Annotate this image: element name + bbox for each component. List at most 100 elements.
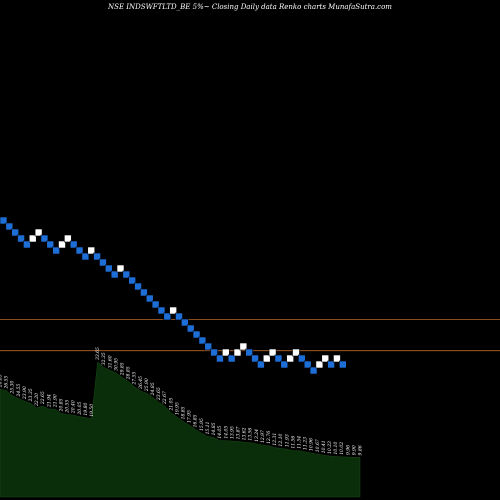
renko-brick-down xyxy=(40,234,49,243)
renko-brick-down xyxy=(99,258,107,267)
volume-label: 15.11 xyxy=(205,421,211,434)
renko-brick-up xyxy=(239,342,248,351)
renko-brick-down xyxy=(181,318,189,327)
renko-bricks xyxy=(0,216,347,375)
volume-label: 26.85 xyxy=(0,374,4,388)
renko-brick-up xyxy=(262,354,271,363)
volume-label: 18.85 xyxy=(181,406,187,419)
volume-label: 10.02 xyxy=(339,442,345,455)
volume-label: 13.87 xyxy=(235,426,241,439)
volume-label: 20.05 xyxy=(77,402,83,416)
renko-brick-up xyxy=(58,240,66,249)
renko-brick-down xyxy=(298,354,306,363)
renko-brick-down xyxy=(327,360,335,369)
volume-label: 12.97 xyxy=(260,430,266,443)
volume-label: 26.45 xyxy=(138,376,144,390)
volume-labels: 26.85 26.55 25.30 24.55 23.90 23.35 22.20 22.65… xyxy=(0,347,364,455)
renko-brick-up xyxy=(286,354,294,363)
renko-brick-down xyxy=(198,336,207,345)
volume-label: 23.35 xyxy=(28,388,34,402)
volume-label: 27.55 xyxy=(132,371,138,385)
volume-label: 14.05 xyxy=(223,426,229,439)
volume-label: 19.80 xyxy=(83,403,89,416)
volume-label: 25.90 xyxy=(144,378,150,392)
renko-brick-up xyxy=(169,306,177,315)
volume-label: 22.65 xyxy=(40,391,46,405)
renko-brick-down xyxy=(210,348,218,357)
volume-label: 13.24 xyxy=(254,429,260,442)
volume-label: 22.67 xyxy=(162,391,168,405)
volume-label: 10.67 xyxy=(315,439,321,452)
renko-brick-down xyxy=(52,246,60,255)
volume-label: 13.95 xyxy=(229,426,235,439)
renko-brick-up xyxy=(268,348,277,357)
volume-label: 16.85 xyxy=(193,414,199,427)
renko-brick-down xyxy=(105,264,113,273)
volume-label: 11.23 xyxy=(303,437,309,450)
renko-brick-down xyxy=(186,324,195,333)
renko-brick-down xyxy=(17,234,25,243)
renko-brick-down xyxy=(192,330,201,339)
renko-brick-up xyxy=(87,246,96,255)
renko-brick-down xyxy=(251,354,259,363)
renko-brick-down xyxy=(227,354,236,363)
renko-brick-down xyxy=(93,252,101,261)
renko-brick-down xyxy=(151,300,160,309)
renko-brick-down xyxy=(338,360,347,369)
renko-brick-up xyxy=(233,348,242,357)
renko-brick-up xyxy=(292,348,300,357)
volume-label: 12.31 xyxy=(272,433,278,446)
volume-label: 19.95 xyxy=(174,402,180,415)
volume-label: 10.23 xyxy=(327,441,333,454)
renko-brick-down xyxy=(157,306,166,315)
volume-label: 23.90 xyxy=(22,386,28,400)
volume-label: 21.90 xyxy=(52,394,58,408)
renko-brick-up xyxy=(321,354,330,363)
volume-label: 9.86 xyxy=(358,445,364,455)
renko-brick-down xyxy=(245,348,253,357)
volume-label: 23.65 xyxy=(156,387,162,401)
volume-label: 20.40 xyxy=(71,400,77,414)
renko-brick-down xyxy=(175,312,183,321)
volume-label: 9.90 xyxy=(351,445,357,455)
renko-brick-down xyxy=(257,360,265,369)
volume-label: 12.10 xyxy=(278,433,284,446)
volume-label: 11.93 xyxy=(284,434,290,447)
renko-brick-down xyxy=(145,294,154,303)
renko-brick-down xyxy=(128,276,136,285)
volume-label: 26.55 xyxy=(4,375,10,389)
volume-label: 17.95 xyxy=(187,410,193,423)
renko-brick-down xyxy=(11,228,19,237)
volume-label: 15.95 xyxy=(199,418,205,431)
volume-label: 10.41 xyxy=(321,440,327,453)
renko-brick-up xyxy=(28,234,37,243)
renko-brick-down xyxy=(280,360,289,369)
volume-label: 11.54 xyxy=(296,436,302,449)
renko-brick-down xyxy=(309,366,318,375)
renko-brick-down xyxy=(110,270,119,279)
renko-brick-down xyxy=(163,312,172,321)
volume-label: 14.05 xyxy=(217,426,223,439)
volume-label: 9.96 xyxy=(345,445,351,455)
renko-brick-down xyxy=(140,288,148,297)
volume-label: 31.60 xyxy=(107,355,113,368)
volume-label: 13.56 xyxy=(248,428,254,441)
volume-label: 21.05 xyxy=(168,398,174,412)
volume-label: 32.35 xyxy=(101,352,107,365)
volume-label: 21.94 xyxy=(46,394,52,408)
volume-label: 14.85 xyxy=(211,422,217,435)
volume-label: 25.30 xyxy=(10,380,16,394)
renko-brick-up xyxy=(315,360,324,369)
renko-brick-up xyxy=(333,354,341,363)
volume-label: 24.55 xyxy=(16,383,22,397)
renko-brick-down xyxy=(23,240,31,249)
volume-area-fill xyxy=(0,361,361,498)
renko-brick-down xyxy=(274,354,283,363)
volume-label: 33.65 xyxy=(95,347,101,360)
volume-label: 13.62 xyxy=(242,427,248,440)
renko-brick-down xyxy=(216,354,224,363)
volume-label: 24.85 xyxy=(150,382,156,396)
renko-brick-down xyxy=(134,282,142,291)
renko-brick-up xyxy=(34,228,43,237)
